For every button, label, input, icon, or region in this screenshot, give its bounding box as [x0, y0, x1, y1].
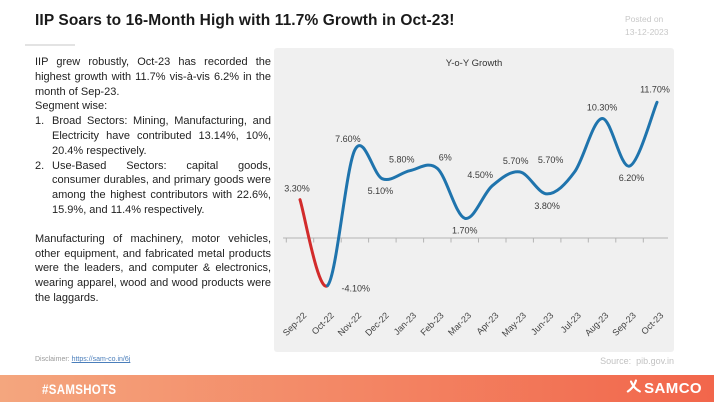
source-note: Source: pib.gov.in [544, 356, 674, 366]
samco-brand: SAMCO [625, 378, 702, 400]
list-item-number: 2. [35, 159, 45, 172]
x-axis-label: Sep-22 [281, 310, 309, 338]
data-point-label: 5.70% [538, 155, 564, 165]
samshots-hashtag: #SAMSHOTS [42, 380, 117, 397]
data-point-label: 3.30% [284, 184, 310, 194]
chart-title: Y-o-Y Growth [446, 58, 503, 69]
data-point-label: 5.80% [389, 155, 415, 165]
posted-on-label: Posted on [625, 14, 664, 24]
list-item: 1. Broad Sectors: Mining, Manufacturing,… [35, 114, 271, 158]
x-axis-label: Jun-23 [529, 310, 556, 337]
disclaimer: Disclaimer: https://sam-co.in/6j [35, 356, 130, 363]
x-axis-label: Aug-23 [583, 310, 611, 338]
data-point-label: 4.50% [467, 170, 493, 180]
title-underline [25, 44, 75, 46]
data-point-label: 5.10% [368, 186, 394, 196]
disclaimer-label: Disclaimer: [35, 356, 70, 363]
list-item: 2. Use-Based Sectors: capital goods, con… [35, 159, 271, 218]
data-point-label: 7.60% [335, 134, 361, 144]
declining-segment-line [298, 198, 329, 288]
list-item-number: 1. [35, 115, 45, 128]
posted-on: Posted on 13-12-2023 [625, 13, 668, 39]
list-item-text: Use-Based Sectors: capital goods, consum… [52, 159, 271, 216]
summary-text-column: IIP grew robustly, Oct-23 has recorded t… [35, 55, 271, 306]
page-title: IIP Soars to 16-Month High with 11.7% Gr… [35, 12, 455, 29]
x-axis-label: Sep-23 [610, 310, 638, 338]
data-point-label: 5.70% [503, 156, 529, 166]
source-value: pib.gov.in [636, 356, 674, 366]
segment-wise-label: Segment wise: [35, 100, 108, 113]
data-point-label: 1.70% [452, 225, 478, 235]
posted-on-date: 13-12-2023 [625, 27, 669, 38]
x-axis-label: Oct-23 [639, 310, 665, 336]
data-point-label: 10.30% [587, 103, 618, 113]
growth-line [326, 100, 659, 288]
x-axis-label: Nov-22 [336, 310, 364, 338]
summary-paragraph: IIP grew robustly, Oct-23 has recorded t… [35, 56, 271, 98]
disclaimer-link[interactable]: https://sam-co.in/6j [71, 356, 131, 363]
x-axis-label: Dec-22 [363, 310, 391, 338]
x-axis-label: Jul-23 [559, 310, 583, 334]
source-label: Source: [600, 356, 632, 366]
list-item-text: Broad Sectors: Mining, Manufacturing, an… [52, 115, 271, 157]
x-axis-label: May-23 [500, 310, 528, 338]
x-axis-label: Jan-23 [392, 310, 419, 337]
data-point-label: 11.70% [640, 84, 670, 94]
data-point-label: 3.80% [534, 201, 560, 211]
x-axis-label: Oct-22 [310, 310, 336, 336]
data-point-label: 6% [439, 152, 452, 162]
samco-logo-icon [625, 378, 642, 400]
x-axis-label: Mar-23 [446, 310, 473, 337]
x-axis-label: Feb-23 [418, 310, 445, 337]
yoy-growth-chart-panel: Y-o-Y Growth Sep-22 Oct-22 Nov-22 Dec-22 Jan… [274, 48, 674, 352]
yoy-growth-chart: Y-o-Y Growth Sep-22 Oct-22 Nov-22 Dec-22 Jan… [274, 48, 674, 352]
data-point-label: 6.20% [619, 173, 645, 183]
data-point-label: -4.10% [342, 284, 371, 294]
footer-bar: #SAMSHOTS SAMCO [0, 375, 714, 402]
x-axis-label: Apr-23 [474, 310, 500, 336]
laggards-paragraph: Manufacturing of machinery, motor vehicl… [35, 232, 271, 304]
samco-brand-name: SAMCO [644, 380, 702, 397]
